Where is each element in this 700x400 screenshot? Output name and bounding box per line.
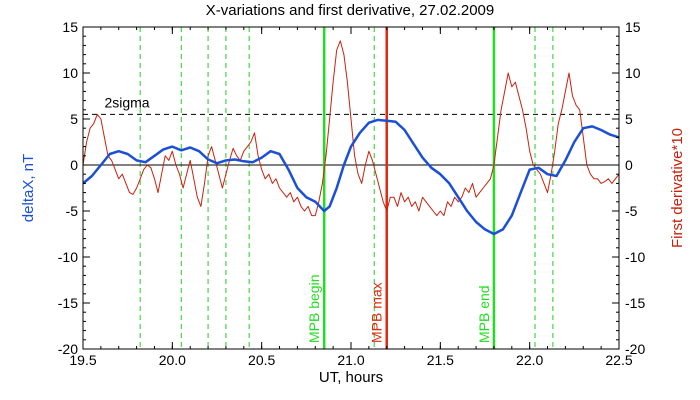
x-axis-label: UT, hours <box>319 369 383 386</box>
y-tick-label-left: 15 <box>62 19 78 35</box>
y-tick-label-right: 0 <box>625 157 633 173</box>
y-tick-label-left: 0 <box>70 157 78 173</box>
y-tick-label-left: 10 <box>62 65 78 81</box>
y-axis-label-right: First derivative*10 <box>669 128 686 248</box>
plot-frame <box>82 26 620 350</box>
y-tick-label-right: -10 <box>625 249 645 265</box>
x-tick-label: 22.0 <box>516 352 543 368</box>
deltax-series-line <box>83 118 619 236</box>
y-tick-label-left: -20 <box>58 341 78 357</box>
y-tick-label-right: 15 <box>625 19 641 35</box>
y-tick-label-left: -15 <box>58 295 78 311</box>
chart-title: X-variations and first derivative, 27.02… <box>205 2 495 19</box>
y-tick-label-right: 5 <box>625 111 633 127</box>
y-tick-label-right: -5 <box>625 203 638 219</box>
y-tick-label-left: 5 <box>70 111 78 127</box>
y-tick-label-left: -10 <box>58 249 78 265</box>
x-tick-label: 20.0 <box>159 352 186 368</box>
y-tick-label-left: -5 <box>66 203 79 219</box>
x-tick-label: 21.5 <box>427 352 454 368</box>
y-tick-label-right: -15 <box>625 295 645 311</box>
derivative-series-line <box>83 40 619 217</box>
marker-label-mpb-begin: MPB begin <box>306 275 322 343</box>
y-tick-label-right: -20 <box>625 341 645 357</box>
x-tick-label: 22.5 <box>605 352 632 368</box>
y-axis-label-left: deltaX, nT <box>20 154 37 222</box>
x-tick-label: 19.5 <box>69 352 96 368</box>
y-tick-label-right: 10 <box>625 65 641 81</box>
marker-label-mpb-end: MPB end <box>476 285 492 343</box>
sigma-label: 2sigma <box>104 94 149 110</box>
x-tick-label: 20.5 <box>248 352 275 368</box>
x-tick-label: 21.0 <box>337 352 364 368</box>
marker-label-mpb-max: MPB max <box>369 282 385 343</box>
